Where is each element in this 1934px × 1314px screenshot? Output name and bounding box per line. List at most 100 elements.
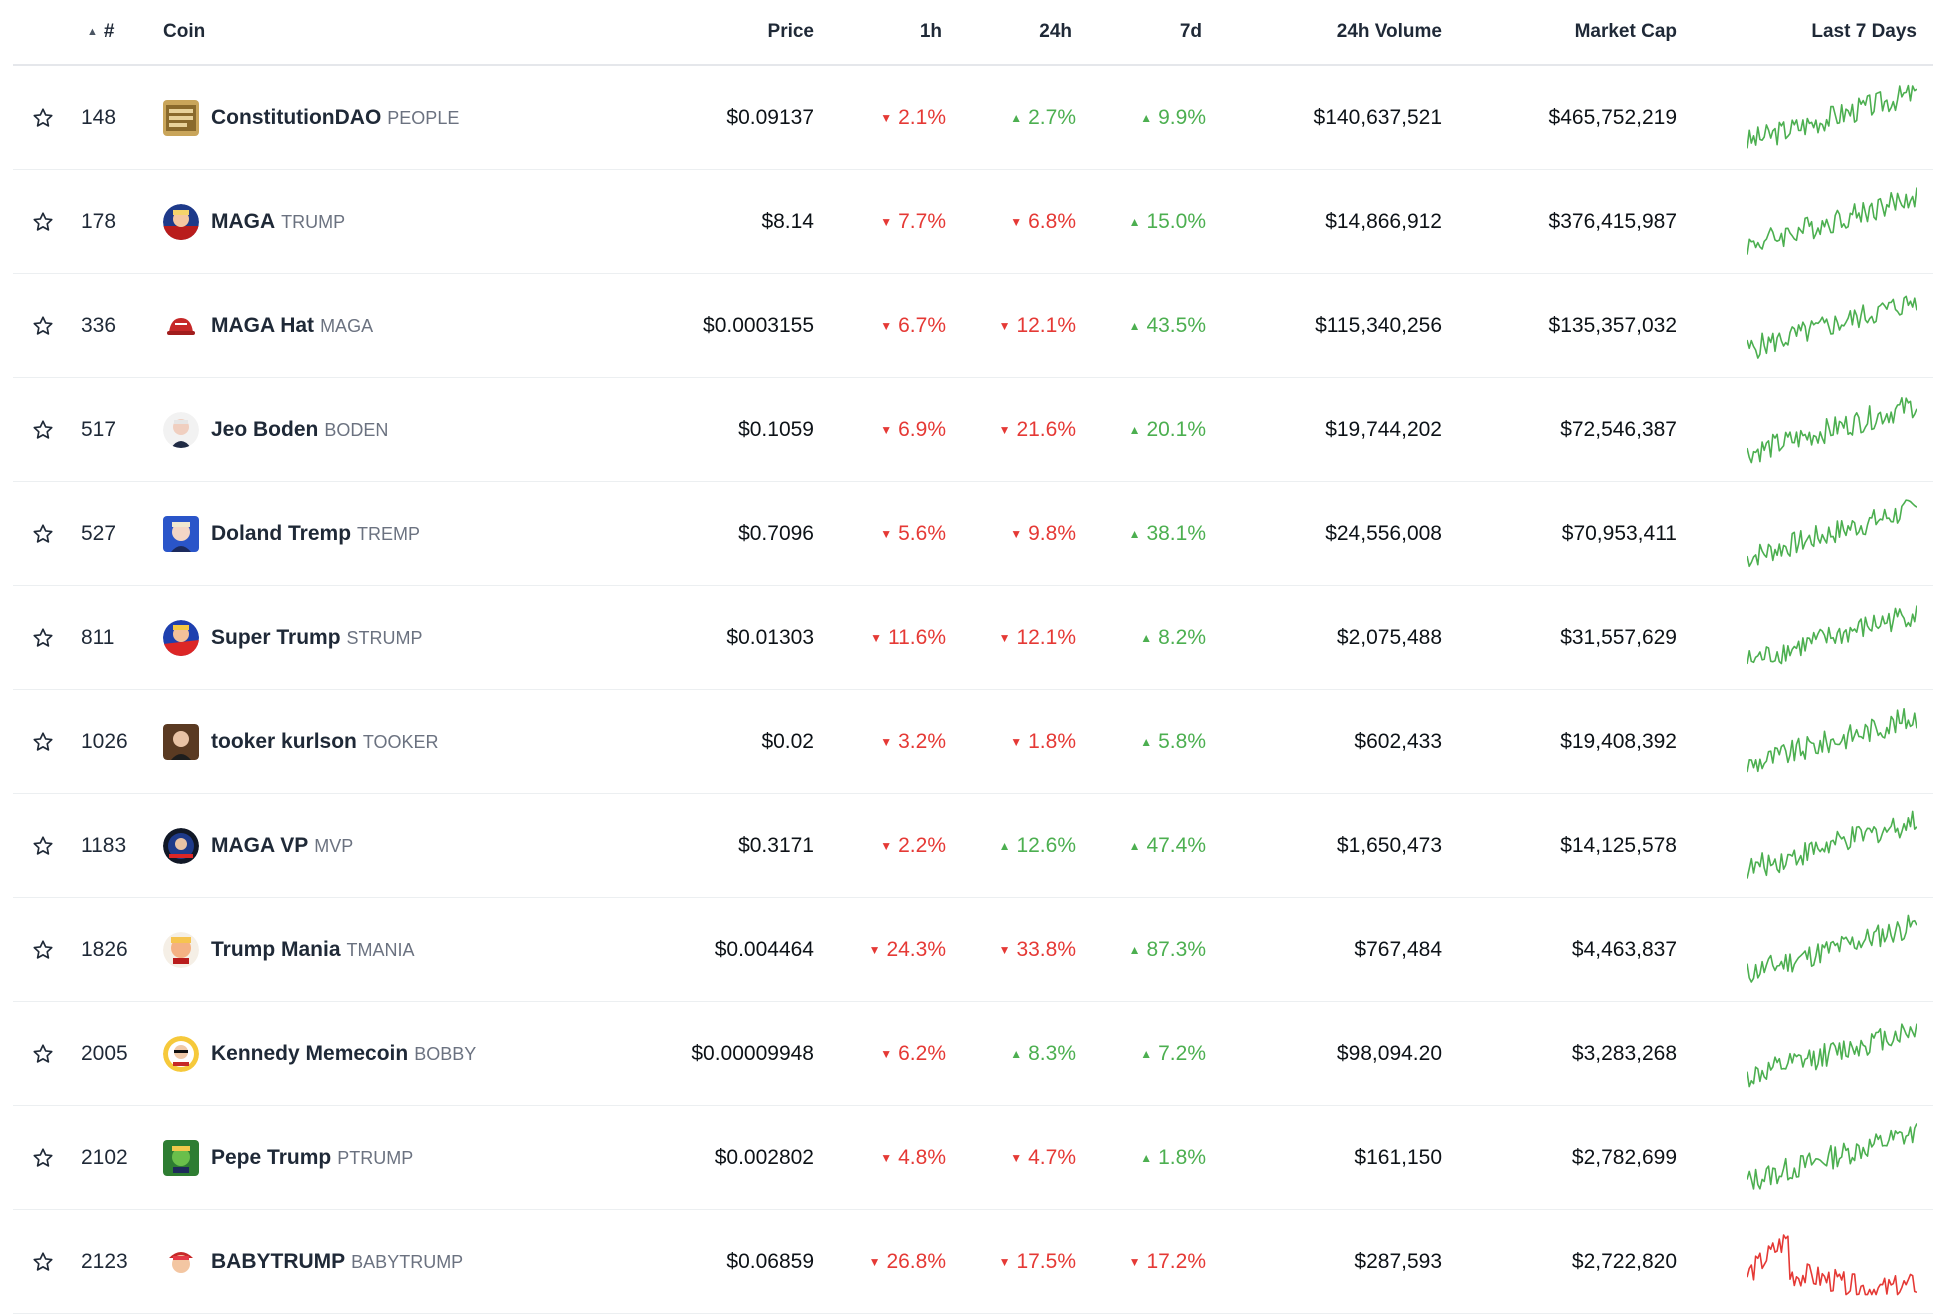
favorite-star-button[interactable] [13, 939, 73, 961]
coin-rank: 527 [81, 521, 117, 545]
sparkline-cell[interactable] [1681, 810, 1931, 882]
header-24h[interactable]: 24h [1039, 21, 1072, 42]
coin-cell[interactable]: Jeo Boden BODEN [163, 411, 648, 448]
coin-cell[interactable]: Pepe Trump PTRUMP [163, 1139, 648, 1176]
coin-cell[interactable]: MAGA Hat MAGA [163, 307, 648, 344]
header-price[interactable]: Price [767, 21, 814, 42]
header-1h[interactable]: 1h [919, 21, 942, 42]
coin-volume: $161,150 [1354, 1145, 1442, 1169]
header-volume[interactable]: 24h Volume [1336, 21, 1442, 42]
coin-name: MAGA [211, 209, 276, 233]
change-d7: ▲ 87.3% [1076, 938, 1206, 962]
coin-name-link[interactable]: ConstitutionDAO PEOPLE [211, 106, 459, 130]
favorite-star-button[interactable] [13, 1043, 73, 1065]
coin-cell[interactable]: ConstitutionDAO PEOPLE [163, 99, 648, 136]
coin-volume: $287,593 [1354, 1249, 1442, 1273]
table-row[interactable]: 527 Doland Tremp TREMP $0.7096 ▼ 5.6% ▼ 9… [13, 482, 1933, 586]
table-row[interactable]: 2005 Kennedy Memecoin BOBBY $0.00009948 ▼… [13, 1002, 1933, 1106]
coin-name-link[interactable]: Jeo Boden BODEN [211, 418, 388, 442]
coin-name-link[interactable]: MAGA TRUMP [211, 210, 345, 234]
sparkline-chart [1747, 498, 1917, 567]
table-row[interactable]: 1826 Trump Mania TMANIA $0.004464 ▼ 24.3%… [13, 898, 1933, 1002]
sparkline-cell[interactable] [1681, 914, 1931, 986]
sparkline-cell[interactable] [1681, 290, 1931, 362]
coin-cell[interactable]: Super Trump STRUMP [163, 619, 648, 656]
favorite-star-button[interactable] [13, 419, 73, 441]
coin-cell[interactable]: Doland Tremp TREMP [163, 515, 648, 552]
coin-name-link[interactable]: Kennedy Memecoin BOBBY [211, 1042, 476, 1066]
change-h24: ▼ 6.8% [946, 210, 1076, 234]
table-row[interactable]: 148 ConstitutionDAO PEOPLE $0.09137 ▼ 2.1… [13, 66, 1933, 170]
favorite-star-button[interactable] [13, 523, 73, 545]
coin-cell[interactable]: BABYTRUMP BABYTRUMP [163, 1243, 648, 1280]
sparkline-chart [1747, 604, 1917, 664]
caret-down-icon: ▼ [870, 630, 882, 645]
sparkline-cell[interactable] [1681, 82, 1931, 154]
change-h1-value: 6.2% [898, 1041, 946, 1065]
coin-market-cap: $135,357,032 [1548, 313, 1677, 337]
caret-down-icon: ▼ [868, 942, 881, 957]
coin-market-cap: $70,953,411 [1561, 521, 1677, 545]
coin-name-link[interactable]: MAGA VP MVP [211, 834, 353, 858]
coin-cell[interactable]: MAGA TRUMP [163, 203, 648, 240]
coin-name-link[interactable]: Doland Tremp TREMP [211, 522, 420, 546]
favorite-star-button[interactable] [13, 211, 73, 233]
coin-cell[interactable]: MAGA VP MVP [163, 827, 648, 864]
favorite-star-button[interactable] [13, 627, 73, 649]
sparkline-cell[interactable] [1681, 602, 1931, 674]
caret-down-icon: ▼ [880, 838, 893, 853]
table-row[interactable]: 811 Super Trump STRUMP $0.01303 ▼ 11.6% ▼… [13, 586, 1933, 690]
header-7d[interactable]: 7d [1179, 21, 1202, 42]
favorite-star-button[interactable] [13, 731, 73, 753]
change-h1-value: 2.2% [898, 833, 946, 857]
table-row[interactable]: 336 MAGA Hat MAGA $0.0003155 ▼ 6.7% ▼ 12.… [13, 274, 1933, 378]
coin-name-link[interactable]: MAGA Hat MAGA [211, 314, 373, 338]
sparkline-chart [1747, 1122, 1917, 1190]
coin-symbol: PEOPLE [387, 107, 460, 128]
favorite-star-button[interactable] [13, 315, 73, 337]
coin-name-link[interactable]: tooker kurlson TOOKER [211, 730, 439, 754]
sparkline-cell[interactable] [1681, 1018, 1931, 1090]
favorite-star-button[interactable] [13, 107, 73, 129]
table-row[interactable]: 2102 Pepe Trump PTRUMP $0.002802 ▼ 4.8% ▼… [13, 1106, 1933, 1210]
sparkline-cell[interactable] [1681, 1122, 1931, 1194]
caret-down-icon: ▼ [868, 1254, 881, 1269]
change-h1: ▼ 3.2% [818, 730, 946, 754]
header-rank[interactable]: ▲ # [73, 21, 163, 43]
favorite-star-button[interactable] [13, 835, 73, 857]
caret-down-icon: ▼ [998, 630, 1011, 645]
table-row[interactable]: 2123 BABYTRUMP BABYTRUMP $0.06859 ▼ 26.8%… [13, 1210, 1933, 1314]
header-coin[interactable]: Coin [163, 21, 206, 42]
coin-name-link[interactable]: Super Trump STRUMP [211, 626, 423, 650]
coin-name: MAGA VP [211, 833, 309, 857]
caret-down-icon: ▼ [998, 318, 1011, 333]
sparkline-cell[interactable] [1681, 186, 1931, 258]
sparkline-chart [1747, 295, 1917, 359]
coin-cell[interactable]: Trump Mania TMANIA [163, 931, 648, 968]
change-h1-value: 11.6% [888, 625, 946, 649]
coin-cell[interactable]: tooker kurlson TOOKER [163, 723, 648, 760]
change-h24-value: 21.6% [1016, 417, 1076, 441]
favorite-star-button[interactable] [13, 1251, 73, 1273]
sparkline-cell[interactable] [1681, 394, 1931, 466]
star-icon [33, 627, 53, 647]
sparkline-cell[interactable] [1681, 1226, 1931, 1298]
coin-name-link[interactable]: Trump Mania TMANIA [211, 938, 415, 962]
sort-up-icon: ▲ [87, 26, 98, 38]
change-h24-value: 6.8% [1028, 209, 1076, 233]
header-market-cap[interactable]: Market Cap [1574, 21, 1677, 42]
change-d7-value: 20.1% [1146, 417, 1206, 441]
change-d7: ▲ 8.2% [1076, 626, 1206, 650]
change-h1: ▼ 2.1% [818, 106, 946, 130]
coin-cell[interactable]: Kennedy Memecoin BOBBY [163, 1035, 648, 1072]
table-row[interactable]: 1183 MAGA VP MVP $0.3171 ▼ 2.2% ▲ 12.6% ▲… [13, 794, 1933, 898]
coin-name-link[interactable]: Pepe Trump PTRUMP [211, 1146, 413, 1170]
sparkline-cell[interactable] [1681, 706, 1931, 778]
sparkline-cell[interactable] [1681, 498, 1931, 570]
favorite-star-button[interactable] [13, 1147, 73, 1169]
table-row[interactable]: 178 MAGA TRUMP $8.14 ▼ 7.7% ▼ 6.8% ▲ 15.0… [13, 170, 1933, 274]
table-row[interactable]: 1026 tooker kurlson TOOKER $0.02 ▼ 3.2% ▼… [13, 690, 1933, 794]
table-row[interactable]: 517 Jeo Boden BODEN $0.1059 ▼ 6.9% ▼ 21.6… [13, 378, 1933, 482]
coin-name: MAGA Hat [211, 313, 315, 337]
coin-name-link[interactable]: BABYTRUMP BABYTRUMP [211, 1250, 463, 1274]
